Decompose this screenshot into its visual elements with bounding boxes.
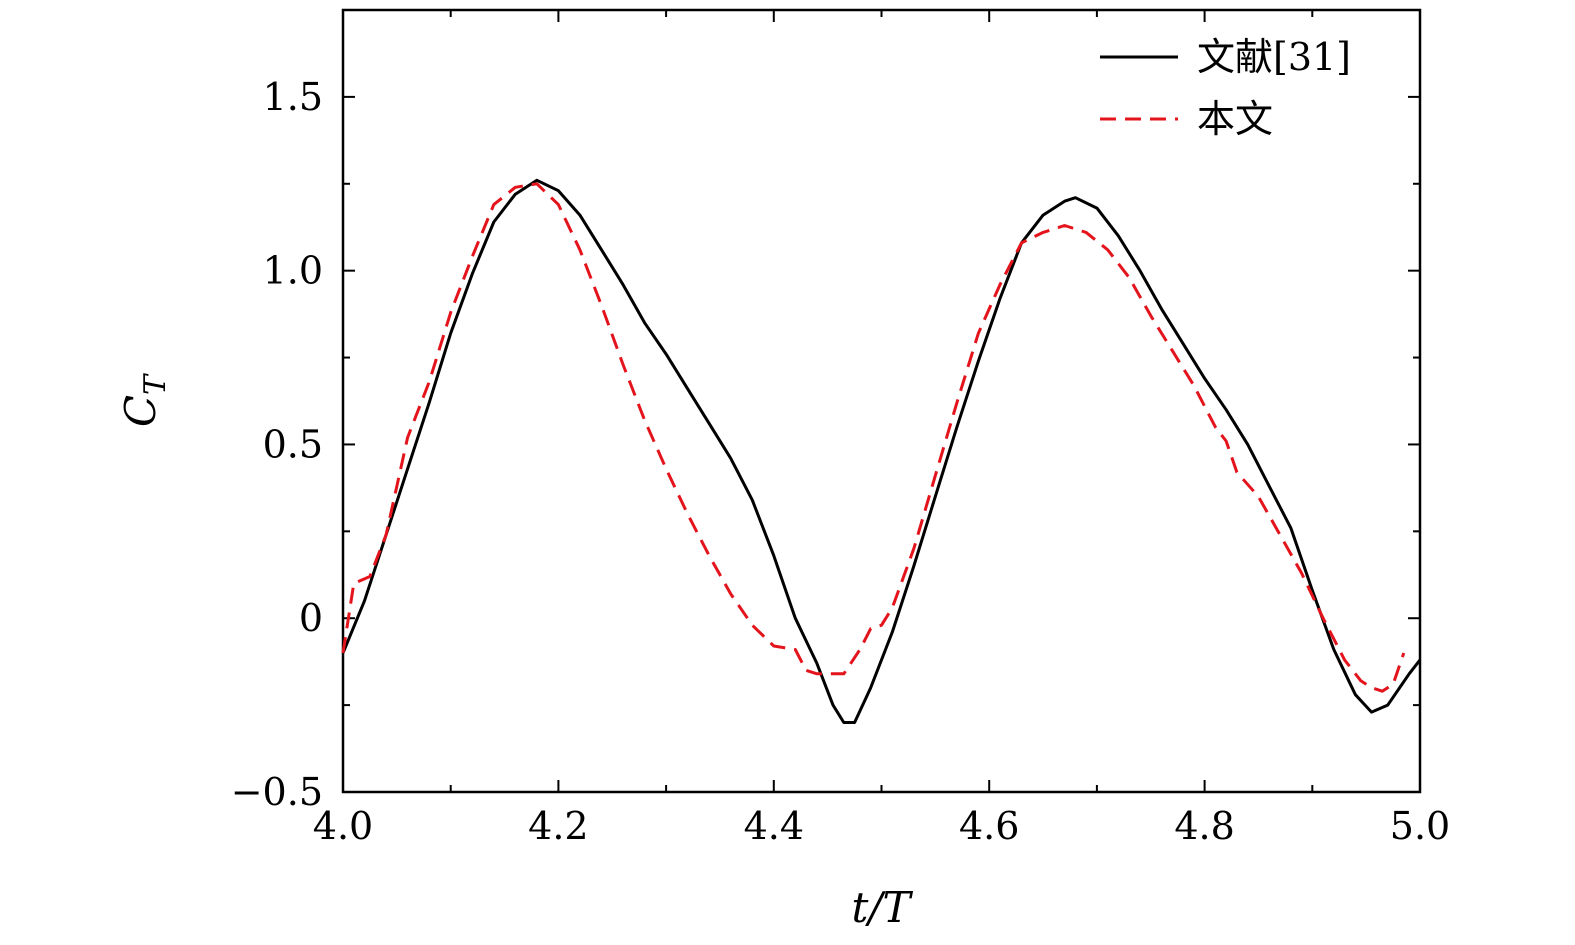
y-tick-label: 0.5 <box>263 422 323 466</box>
x-tick-label: 4.6 <box>959 804 1019 848</box>
x-tick-label: 5.0 <box>1390 804 1450 848</box>
y-tick-label: 0 <box>299 596 323 640</box>
y-tick-label: −0.5 <box>231 770 323 814</box>
y-tick-label: 1.5 <box>263 75 323 119</box>
legend: 文献[31] 本文 <box>1100 35 1351 141</box>
y-axis-label: CT <box>116 373 173 427</box>
series-line-1 <box>341 178 1422 724</box>
legend-label: 文献[31] <box>1197 35 1351 79</box>
svg-text:CT: CT <box>116 373 173 427</box>
y-tick-label: 1.0 <box>263 249 323 293</box>
x-axis-label: t/T <box>851 883 913 932</box>
x-tick-label: 4.2 <box>528 804 588 848</box>
y-axis-ticks: −0.5 0 0.5 1.0 1.5 <box>231 9 1420 814</box>
y-axis-label-main: C <box>116 395 165 427</box>
x-tick-label: 4.8 <box>1174 804 1234 848</box>
x-tick-label: 4.4 <box>744 804 804 848</box>
x-tick-label: 4.0 <box>313 804 373 848</box>
y-axis-label-subscript: T <box>138 373 173 395</box>
series-layer <box>341 178 1422 724</box>
series-line-2 <box>341 182 1406 693</box>
legend-label: 本文 <box>1197 97 1273 141</box>
x-axis-ticks: 4.0 4.2 4.4 4.6 4.8 5.0 <box>313 10 1450 848</box>
